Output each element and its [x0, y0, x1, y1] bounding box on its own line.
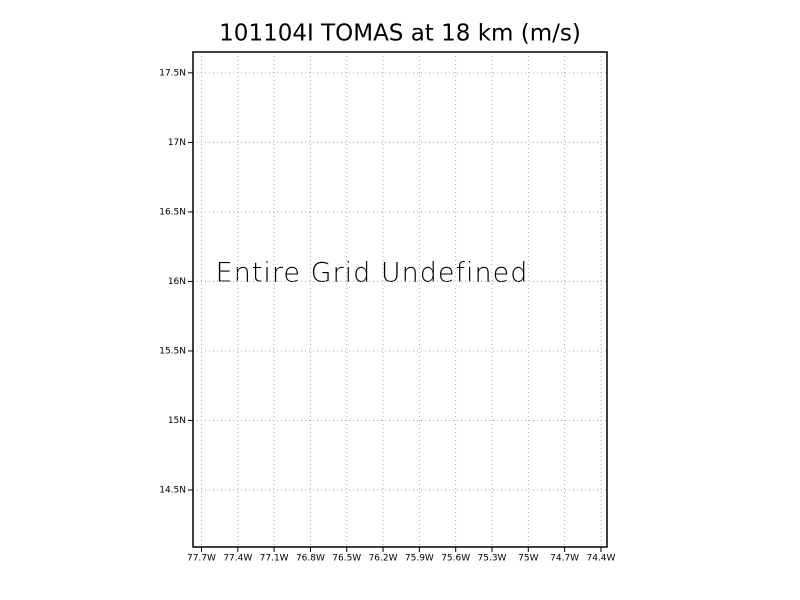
y-tick-label: 16.5N [159, 207, 186, 217]
chart-title: 101104I TOMAS at 18 km (m/s) [219, 21, 581, 47]
x-tick-label: 77.4W [223, 554, 252, 564]
x-tick-label: 75W [518, 554, 538, 564]
annotation: Entire Grid Undefined [216, 258, 529, 289]
y-tick-label: 15.5N [159, 346, 186, 356]
x-tick-label: 76.8W [296, 554, 325, 564]
y-tick-label: 16N [168, 277, 186, 287]
x-tick-label: 75.3W [478, 554, 507, 564]
y-tick-label: 15N [168, 416, 186, 426]
x-tick-label: 75.9W [405, 554, 434, 564]
y-tick-label: 17N [168, 138, 186, 148]
x-tick-label: 75.6W [441, 554, 470, 564]
x-tick-label: 77.7W [187, 554, 216, 564]
plot-frame [192, 51, 608, 548]
y-tick-label: 17.5N [159, 68, 186, 78]
x-tick-label: 76.2W [369, 554, 398, 564]
x-tick-label: 76.5W [332, 554, 361, 564]
x-tick-label: 74.7W [550, 554, 579, 564]
y-tick-label: 14.5N [159, 485, 186, 495]
x-tick-label: 74.4W [586, 554, 615, 564]
x-tick-label: 77.1W [260, 554, 289, 564]
